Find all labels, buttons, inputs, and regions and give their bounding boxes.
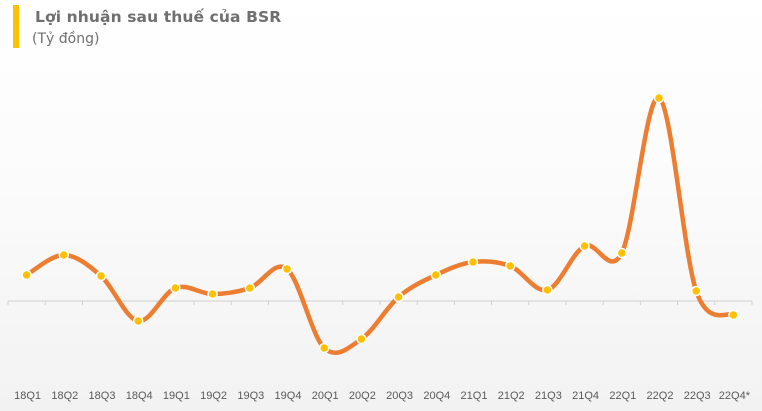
profit-series-line [24, 95, 736, 355]
x-axis-label: 21Q4 [572, 390, 600, 402]
x-axis-label: 20Q4 [423, 390, 451, 402]
data-point-marker [356, 333, 367, 345]
x-axis-label: 19Q1 [162, 390, 190, 402]
x-axis-label: 18Q3 [88, 390, 116, 402]
x-axis-label: 20Q1 [311, 390, 339, 402]
x-axis-label: 22Q3 [683, 390, 711, 402]
title-accent-bar [13, 5, 19, 48]
data-point-marker [170, 282, 181, 294]
data-point-marker [207, 288, 218, 300]
data-point-marker [132, 315, 144, 327]
x-axis-label: 22Q2 [646, 390, 674, 402]
x-axis-label: 20Q2 [348, 390, 376, 402]
data-point-marker [430, 269, 442, 281]
data-point-markers [21, 92, 739, 354]
data-point-marker [579, 240, 590, 252]
chart-subtitle: (Tỷ đồng) [32, 31, 100, 47]
data-point-marker [616, 247, 628, 259]
data-point-marker [95, 270, 107, 282]
data-point-marker [281, 263, 293, 275]
data-point-marker [21, 269, 32, 281]
data-point-marker [467, 256, 479, 268]
x-axis-label: 18Q2 [51, 390, 79, 402]
data-point-marker [393, 291, 404, 303]
x-axis-labels: 18Q1 18Q2 18Q3 18Q4 19Q1 19Q2 19Q3 19Q4 20Q1 20Q2… [0, 390, 762, 406]
data-point-marker [542, 284, 553, 296]
data-point-marker [653, 92, 665, 104]
data-point-marker [690, 285, 702, 297]
chart-title: Lợi nhuận sau thuế của BSR [35, 8, 282, 26]
data-point-marker [504, 260, 516, 272]
x-axis-label: 18Q1 [14, 390, 42, 402]
x-axis-label: 19Q4 [274, 390, 302, 402]
x-axis-label: 21Q1 [460, 390, 488, 402]
data-point-marker [58, 249, 70, 261]
data-point-marker [318, 342, 330, 354]
data-point-marker [244, 282, 256, 294]
zero-axis-line [7, 300, 753, 305]
x-axis-label: 21Q2 [497, 390, 525, 402]
x-axis-label: 21Q3 [534, 390, 562, 402]
x-axis-label: 22Q1 [609, 390, 637, 402]
x-axis-label: 22Q4* [718, 390, 750, 402]
x-axis-label: 18Q4 [125, 390, 153, 402]
x-axis-label: 19Q3 [237, 390, 265, 402]
x-axis-label: 19Q2 [200, 390, 228, 402]
x-axis-label: 20Q3 [386, 390, 414, 402]
data-point-marker [728, 309, 739, 321]
